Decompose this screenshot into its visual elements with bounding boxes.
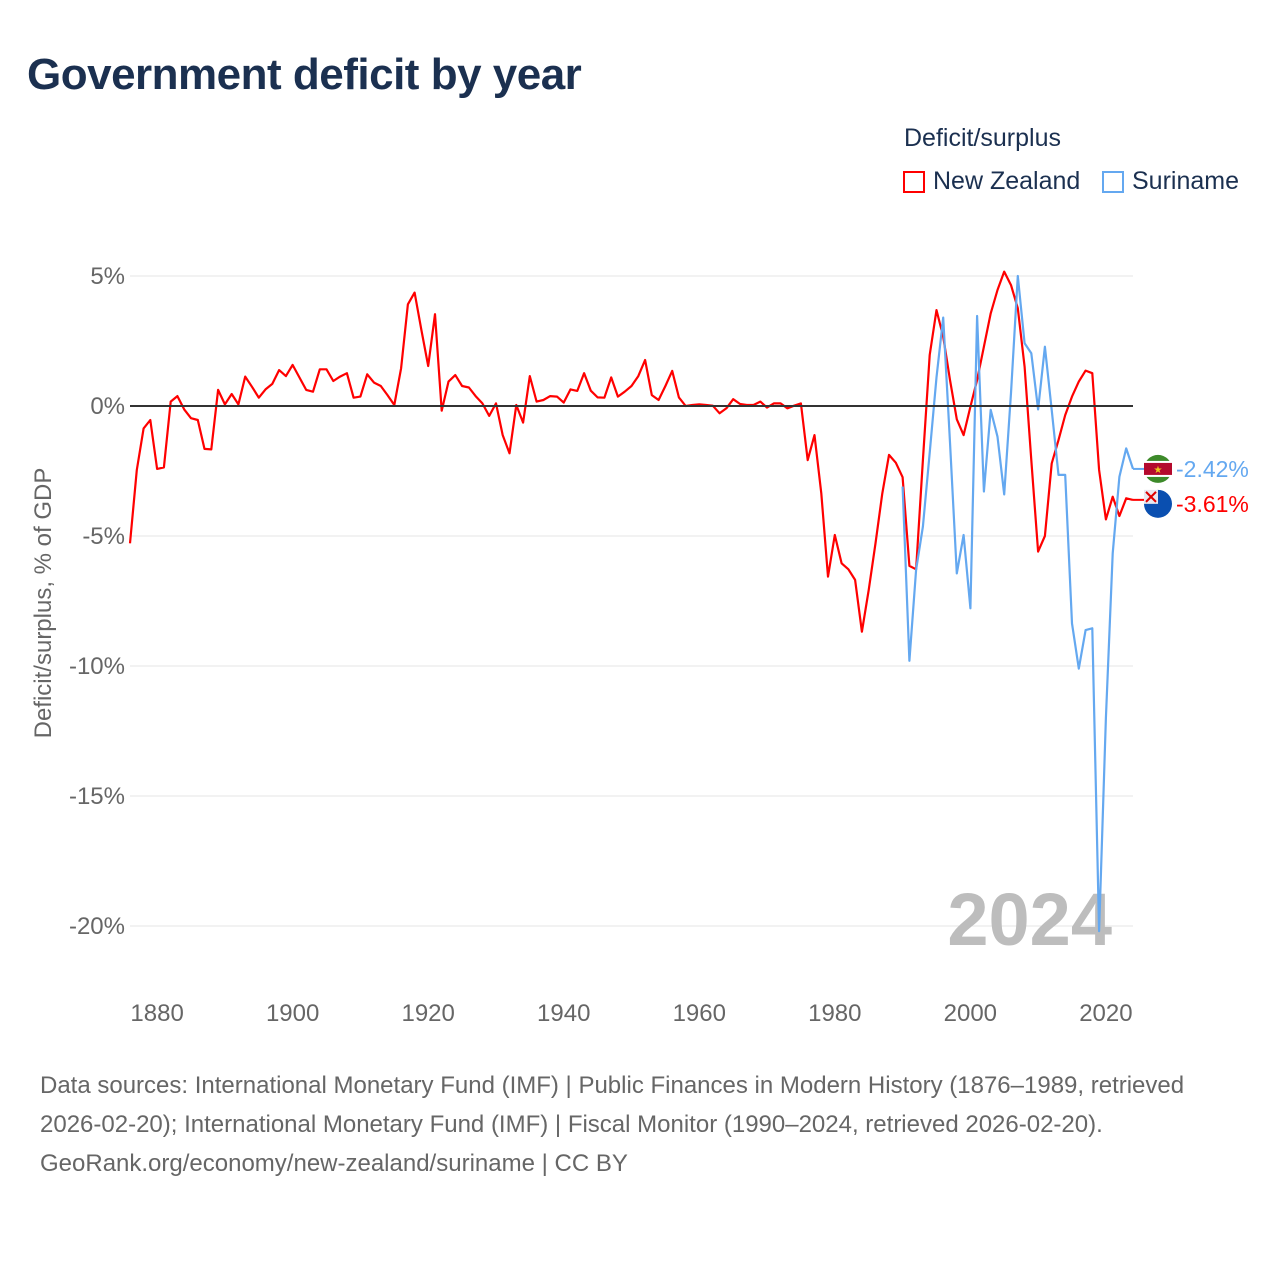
x-tick-label: 1960 bbox=[673, 1000, 726, 1027]
y-tick-label: 0% bbox=[90, 393, 125, 420]
flag-icon-new-zealand bbox=[1144, 489, 1172, 518]
series-line-suriname bbox=[901, 274, 1135, 933]
legend-swatch-new-zealand bbox=[903, 170, 925, 193]
year-watermark: 2024 bbox=[947, 878, 1112, 961]
x-tick-label: 1920 bbox=[401, 1000, 454, 1027]
legend-title: Deficit/surplus bbox=[904, 124, 1061, 152]
data-sources: Data sources: International Monetary Fun… bbox=[40, 1072, 1185, 1138]
y-tick-label: -10% bbox=[69, 653, 125, 680]
x-tick-label: 1880 bbox=[130, 1000, 183, 1027]
x-tick-label: 1900 bbox=[266, 1000, 319, 1027]
series-line-new-zealand bbox=[128, 270, 1134, 633]
x-tick-label: 2020 bbox=[1079, 1000, 1132, 1027]
y-tick-label: 5% bbox=[90, 263, 125, 290]
legend-item-new-zealand[interactable]: New Zealand bbox=[903, 167, 1080, 196]
y-axis-label: Deficit/surplus, % of GDP bbox=[30, 468, 57, 739]
end-value-label-suriname: -2.42% bbox=[1176, 456, 1249, 482]
y-tick-label: -15% bbox=[69, 783, 125, 810]
footer: Data sources: International Monetary Fun… bbox=[40, 1066, 1240, 1183]
page-title: Government deficit by year bbox=[27, 50, 582, 99]
credit-link[interactable]: GeoRank.org/economy/new-zealand/suriname… bbox=[40, 1150, 628, 1177]
x-tick-label: 1940 bbox=[537, 1000, 590, 1027]
legend-item-suriname[interactable]: Suriname bbox=[1102, 167, 1239, 196]
y-tick-label: -5% bbox=[82, 523, 125, 550]
end-value-label-new-zealand: -3.61% bbox=[1176, 491, 1249, 517]
x-tick-label: 1980 bbox=[808, 1000, 861, 1027]
flag-icon-suriname: ★ bbox=[1144, 454, 1172, 483]
svg-text:★: ★ bbox=[1154, 465, 1163, 476]
x-tick-label: 2000 bbox=[944, 1000, 997, 1027]
legend-swatch-suriname bbox=[1102, 170, 1124, 193]
y-tick-label: -20% bbox=[69, 913, 125, 940]
legend-label: New Zealand bbox=[933, 167, 1081, 195]
legend-label: Suriname bbox=[1132, 167, 1239, 195]
